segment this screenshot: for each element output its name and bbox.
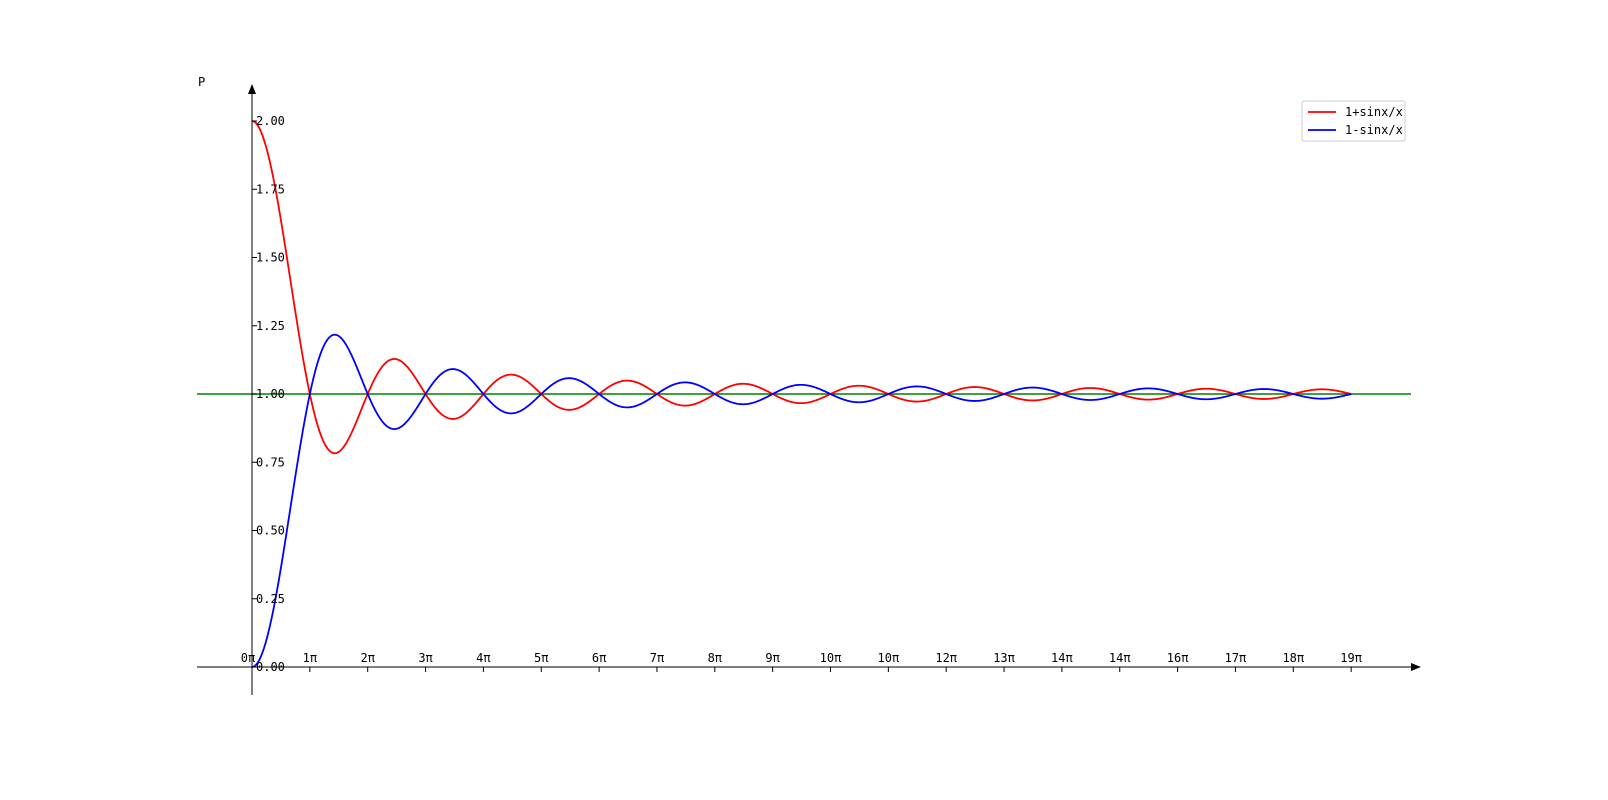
y-tick-label: 2.00 xyxy=(256,114,285,128)
y-tick-label: 0.00 xyxy=(256,660,285,674)
x-tick-label: 17π xyxy=(1225,651,1247,665)
x-tick-label: 1π xyxy=(303,651,317,665)
x-tick-label: 9π xyxy=(765,651,779,665)
x-axis-arrow xyxy=(1411,663,1421,671)
x-tick-label: 14π xyxy=(1109,651,1131,665)
y-tick-label: 0.50 xyxy=(256,524,285,538)
x-tick-label: 16π xyxy=(1167,651,1189,665)
legend: 1+sinx/x 1-sinx/x xyxy=(1301,100,1406,142)
x-tick-label: 12π xyxy=(935,651,957,665)
y-tick-label: 1.25 xyxy=(256,319,285,333)
x-tick-label: 10π xyxy=(878,651,900,665)
series-line-1 xyxy=(251,120,1352,455)
legend-label: 1+sinx/x xyxy=(1345,105,1403,119)
legend-box xyxy=(1301,100,1406,142)
x-tick-label: 4π xyxy=(476,651,490,665)
x-tick-label: 7π xyxy=(650,651,664,665)
y-tick-label: 1.50 xyxy=(256,251,285,265)
legend-label: 1-sinx/x xyxy=(1345,123,1403,137)
x-tick-label: 2π xyxy=(360,651,374,665)
x-tick-label: 10π xyxy=(820,651,842,665)
x-tick-label: 3π xyxy=(418,651,432,665)
y-tick-label: 1.75 xyxy=(256,182,285,196)
x-tick-label: 18π xyxy=(1282,651,1304,665)
y-tick-label: 0.25 xyxy=(256,592,285,606)
x-tick-label: 8π xyxy=(708,651,722,665)
y-tick-label: 1.00 xyxy=(256,387,285,401)
x-tick-label: 14π xyxy=(1051,651,1073,665)
x-tick-label: 5π xyxy=(534,651,548,665)
x-tick-label: 6π xyxy=(592,651,606,665)
y-tick-label: 0.75 xyxy=(256,455,285,469)
series-line-2 xyxy=(251,333,1352,668)
y-axis-arrow xyxy=(248,84,256,94)
x-tick-label: 0π xyxy=(241,651,255,665)
y-axis-label: P xyxy=(198,75,205,89)
x-tick-label: 13π xyxy=(993,651,1015,665)
x-tick-label: 19π xyxy=(1340,651,1362,665)
